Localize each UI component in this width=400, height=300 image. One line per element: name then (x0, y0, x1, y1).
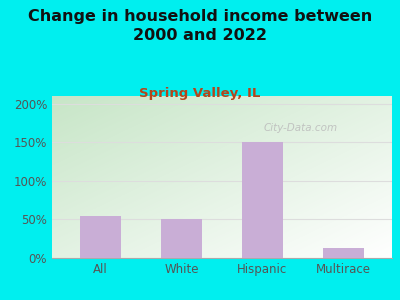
Bar (80, 216, 121, 258)
Bar (323, 248, 364, 258)
Text: Change in household income between
2000 and 2022: Change in household income between 2000 … (28, 9, 372, 43)
Bar (242, 142, 283, 258)
Text: City-Data.com: City-Data.com (263, 123, 337, 134)
Bar (161, 219, 202, 258)
Text: Spring Valley, IL: Spring Valley, IL (139, 87, 261, 100)
